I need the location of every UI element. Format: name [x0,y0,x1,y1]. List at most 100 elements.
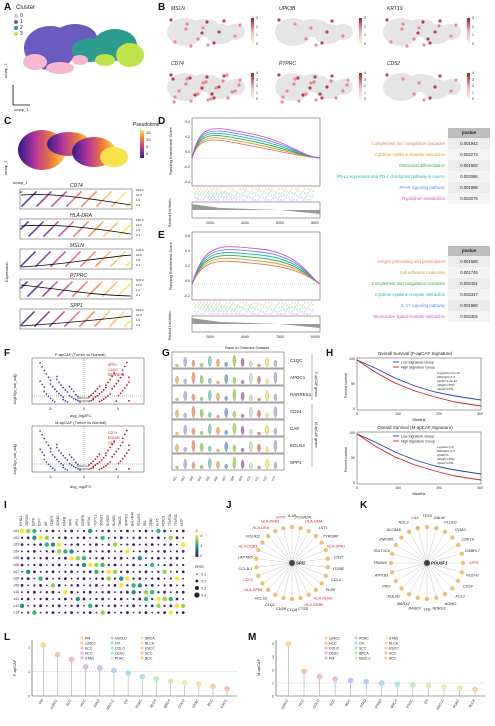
lollipop-category: SCC [329,698,336,707]
volcano-gene-label: CD74 [108,431,117,435]
dotplot-dot [45,556,49,560]
km-ytick: 0 [353,407,355,411]
dotplot-dot [182,577,185,580]
dotplot-dot [33,590,36,594]
dotplot-dot [132,611,135,614]
lollipop-legend-label: SCC [359,646,367,650]
volcano-point-ns [88,400,90,402]
dotplot-dot [132,563,135,567]
km-xlabel: Months [412,491,425,496]
track-gene-ptprc: PTPRC [70,273,87,279]
dotplot-dot [119,556,123,560]
dotplot-rss-tick: 0.2 [201,580,206,584]
volcano-point [49,447,52,450]
dotplot-gene-label: HIF1A [87,516,91,526]
feature-plot-cd52: CD52 4 3 2 1 0 [381,61,485,113]
dotplot-dot [169,557,172,560]
volcano-point [62,398,65,401]
network-node-label: TRIM44 [373,561,387,565]
dotplot-dot [113,563,117,567]
dotplot-dot [100,535,105,540]
dotplot-dot [27,564,30,566]
network-hub [289,560,295,566]
dotplot-dot [63,549,68,554]
dotplot-dot [82,536,86,540]
dotplot-dot [89,577,92,580]
network-node-label: CTSS [298,607,309,611]
dotplot-dot [39,604,42,608]
track-scale-tick: 0.1 [136,263,141,267]
dotplot-dot [126,543,129,546]
lollipop-legend-label: BCC [389,656,397,660]
violin-shape [224,429,228,436]
violin-cluster-label: c12 [262,475,268,482]
dotplot-dot [82,570,86,573]
volcano-point [96,455,99,458]
dotplot-dot [70,598,73,600]
lollipop-legend-swatch [354,651,358,655]
panel-label-d: D [158,116,166,127]
dotplot-dot [75,596,81,602]
dotplot-dot [39,570,42,573]
gsea-d-pvalue-header: pvalue [448,128,490,138]
gsea-ytick: 0.2 [185,135,190,139]
dotplot-dot [75,556,81,561]
dotplot-dot [50,583,56,588]
violin-shape [216,358,220,368]
dotplot-row-label: c10 [14,590,20,594]
volcano-point [90,462,93,465]
lollipop-category: SCC [65,698,72,707]
network-edge [291,527,301,564]
dotplot-dot [20,557,24,560]
km-ytick: 0 [353,481,355,485]
network-node-label: CCL3L1 [238,567,252,571]
volcano-point [100,459,103,461]
dotplot-dot [26,528,31,534]
dotplot-dot [137,583,142,588]
network-node-label: SPP1 [276,516,286,520]
network-node-label: OSBPL7 [465,549,481,553]
dotplot-dot [120,564,123,566]
lollipop-head [347,677,354,684]
volcano-point [96,462,99,465]
violin-shape [183,378,187,385]
volcano-point [56,378,58,381]
volcano-point [115,468,118,471]
violin-shape [175,363,179,368]
dotplot-dot [107,611,111,614]
violin-shape [224,407,228,419]
dotplot-dot [175,570,179,573]
dotplot-dot [33,577,36,580]
dotplot-dot [113,577,117,580]
network-node [434,595,439,600]
network-node [289,524,295,530]
dotplot-dot [27,543,30,546]
dotplot-z-label: Z [195,528,198,533]
dotplot-dot [64,556,67,560]
dotplot-rss-tick: 0.4 [201,594,206,598]
lollipop-head [54,651,61,658]
volcano-xtick: 0 [83,407,85,411]
lollipop-legend-swatch [354,636,358,640]
cluster-legend: 0 1 2 3 [14,13,23,37]
lollipop-category: ESCC [405,698,414,709]
feature-colorbar [251,73,254,99]
dotplot-dot [95,597,98,601]
violin-shape [191,405,196,419]
volcano-point [62,466,65,469]
network-node-label: SULT1C4 [373,549,389,553]
dotplot-dot [181,570,185,574]
network-node-label: IL1B [288,514,296,518]
gsea-curve [191,249,321,285]
dotplot-dot [169,577,172,580]
network-hub-label: SPI1 [296,561,306,566]
lollipop-head [425,682,432,689]
volcano-point-ns [81,465,83,467]
dotplot-dot [45,577,49,580]
track-scale-tick: 10.0 [136,223,142,227]
volcano-point [43,386,46,389]
lollipop-legend-label: OV [115,641,121,645]
network-node [415,526,420,531]
lollipop-category: CESC [191,698,200,709]
network-edge [426,562,462,573]
